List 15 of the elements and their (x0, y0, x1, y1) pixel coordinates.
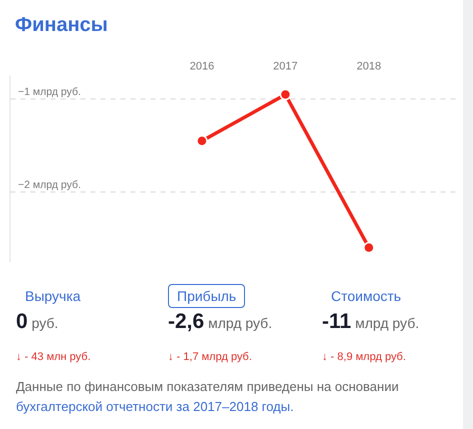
tab[interactable]: Прибыль (168, 284, 246, 308)
x-tick-label: 2017 (273, 60, 298, 72)
text: ↓ - 43 млн руб. (16, 350, 91, 364)
text: ↓ - 8,9 млрд руб. (322, 350, 406, 364)
x-tick-label: 2018 (356, 60, 382, 72)
text: -2,6 млрд руб. (168, 310, 272, 333)
chart-title: Финансы (15, 13, 108, 37)
text: бухгалтерской отчетности за 2017–2018 годы. (16, 399, 294, 414)
text: 0 руб. (16, 310, 58, 333)
y-tick-label: −1 млрд руб. (18, 86, 81, 98)
y-tick-label: −2 млрд руб. (18, 178, 81, 191)
text: ↓ - 1,7 млрд руб. (168, 350, 252, 364)
text: -11 млрд руб. (322, 310, 420, 333)
text: Данные по финансовым показателям приведены на основании (16, 379, 399, 394)
x-tick-label: 2016 (190, 60, 214, 72)
